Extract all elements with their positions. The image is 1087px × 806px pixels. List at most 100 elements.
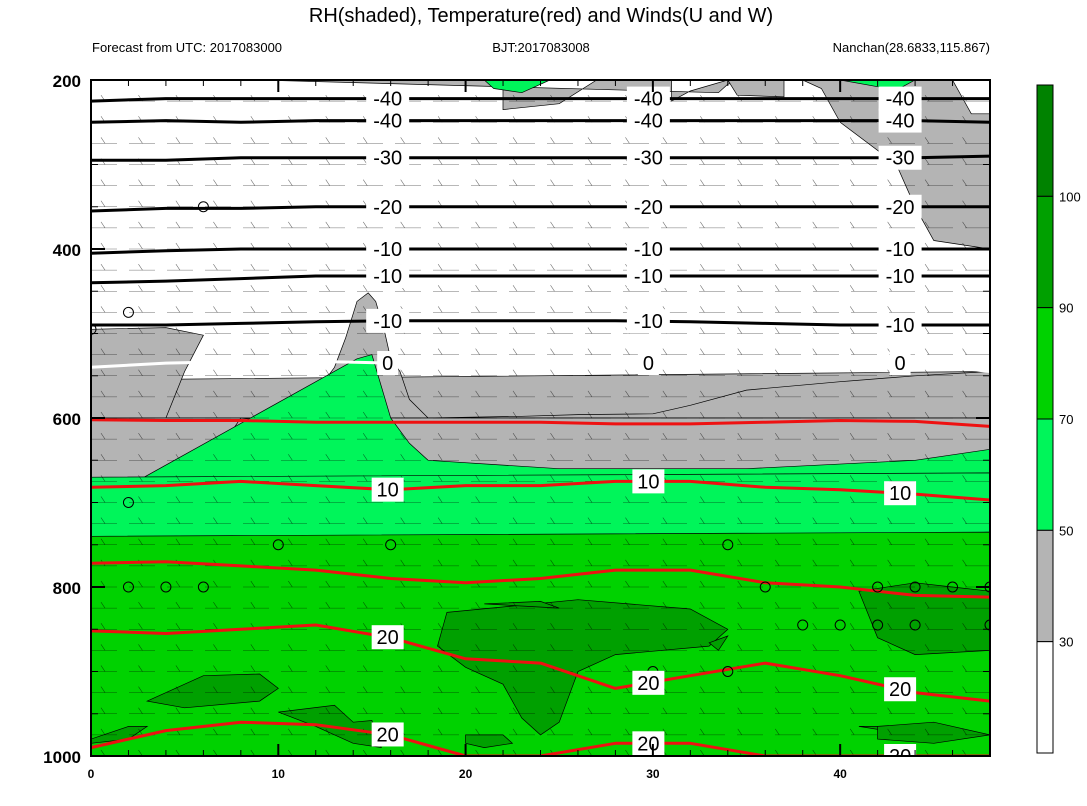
wind-barb [924,390,930,398]
wind-barb [175,221,181,229]
rh-region-30 [727,80,785,98]
contour-label: -10 [886,315,915,337]
wind-barb [924,263,930,271]
plot-area: -40 -40 -40-40 -40 -40-30 -30 -30-20 -20 -20-10-… [91,80,1004,768]
wind-barb [250,454,256,461]
wind-barb [812,179,817,186]
wind-barb [962,728,967,736]
wind-barb [250,221,256,229]
rh-region-90 [146,673,279,709]
wind-barb [962,327,967,334]
wind-barb [362,623,368,630]
wind-barb [288,475,293,482]
wind-barb [924,348,930,355]
wind-barb [775,137,780,144]
wind-barb [812,285,817,292]
wind-barb [437,707,443,714]
contour-label-bg [377,351,399,376]
wind-barb [288,517,293,524]
wind-barb [475,390,480,398]
wind-barb [437,517,443,524]
contour-label-bg [366,86,410,111]
wind-barb [924,665,930,672]
wind-barb [924,221,930,229]
wind-barb [512,348,518,355]
wind-barb [962,580,967,588]
contour-label-bg [626,237,670,261]
wind-barb [100,263,106,271]
wind-barb [887,601,892,609]
wind-barb [962,475,967,482]
wind-barb [849,538,855,545]
wind-barb [362,686,368,693]
wind-barb [924,601,930,609]
wind-barb [512,390,518,398]
wind-barb [625,221,630,229]
contour-label: -20 [373,197,402,219]
wind-barb [849,454,855,461]
wind-barb [325,728,330,736]
wind-barb [849,686,855,693]
wind-barb [887,179,892,186]
wind-barb [812,728,817,736]
wind-barb [512,580,518,588]
wind-barb [700,348,705,355]
contour-label-bg [371,722,404,747]
wind-barb [662,517,668,524]
wind-barb [175,580,181,588]
wind-barb [550,475,555,482]
wind-barb [700,475,705,482]
wind-barb [737,411,743,419]
wind-barb [100,348,106,355]
wind-barb [512,517,518,524]
wind-barb [475,306,480,313]
wind-barb [1000,201,1004,207]
wind-barb [175,411,181,419]
contour-label-bg [366,308,410,333]
wind-barb [924,285,930,292]
wind-barb [625,559,630,567]
calm-wind-circle [122,306,134,318]
wind-barb [325,517,330,524]
wind-barb [550,707,555,714]
wind-barb [175,242,181,250]
wind-barb [213,623,218,630]
wind-barb [475,644,480,651]
wind-barb [362,137,368,144]
wind-barb [138,285,143,292]
wind-barbs [91,94,1004,756]
y-tick-label: 200 [53,72,81,91]
wind-barb [100,644,106,651]
wind-barb [362,390,368,398]
wind-barb [849,348,855,355]
calm-wind-circle [722,666,734,677]
wind-barb [362,475,368,482]
contour-label: -20 [634,197,663,219]
wind-barb [924,475,930,482]
wind-barb [175,285,181,292]
wind-barb [625,580,630,588]
contour-label: 20 [889,746,911,768]
rh-region-90 [91,726,149,744]
wind-barb [250,263,256,271]
wind-barb [213,707,218,714]
wind-barb [849,496,855,503]
wind-barb [250,411,256,419]
wind-barb [250,707,256,714]
wind-barb [587,179,593,186]
wind-barb [587,263,593,271]
wind-barb [437,454,443,461]
wind-barb [288,496,293,503]
wind-barb [737,369,743,376]
wind-barb [138,454,143,461]
wind-barb [437,538,443,545]
wind-barb [550,623,555,630]
wind-barb [512,158,518,165]
contour-label-bg [366,264,410,289]
wind-barb [213,728,218,736]
wind-barb [213,517,218,524]
wind-barb [737,137,743,144]
wind-barb [362,411,368,419]
wind-barb [812,517,817,524]
wind-barb [924,517,930,524]
